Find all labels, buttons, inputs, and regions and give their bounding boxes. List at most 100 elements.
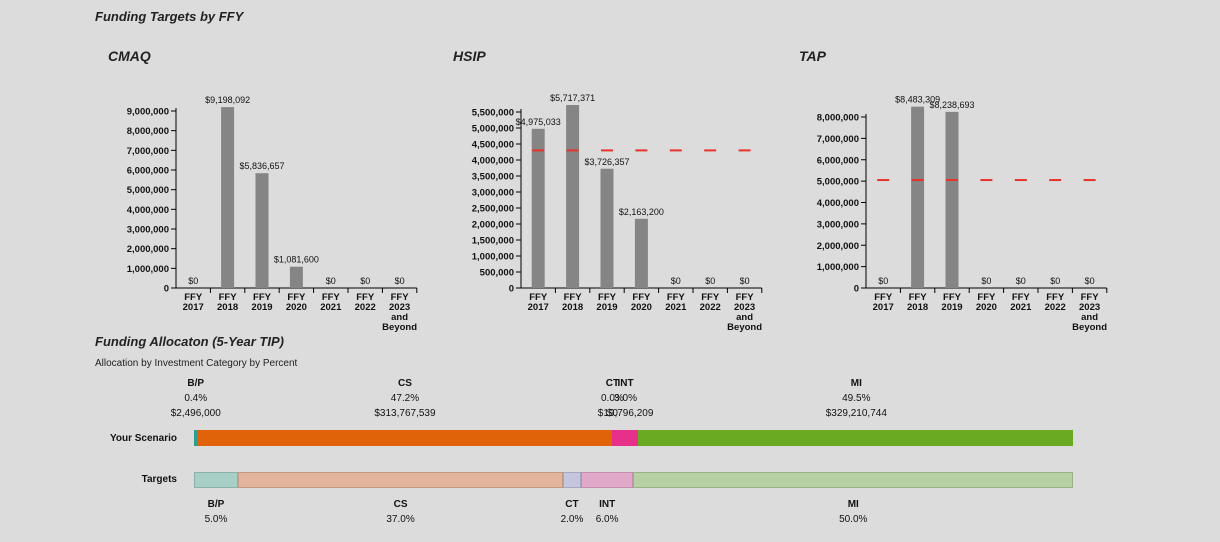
x-tick-label: FFY: [736, 292, 755, 303]
scenario-label-ct: CT 0.0% $0: [552, 376, 672, 421]
hsip-chart: 0 500,000 1,000,000 1,500,000 2,000,000 2,500…: [472, 93, 763, 333]
x-tick-label: FFY: [219, 292, 238, 303]
category-name: CS: [393, 499, 408, 510]
bar: [255, 173, 269, 288]
bar-value-label: $5,717,371: [550, 93, 595, 103]
category-percent: 6.0%: [595, 514, 619, 525]
x-tick-label: and: [1081, 312, 1098, 323]
x-tick-label: FFY: [253, 292, 272, 303]
y-tick-label: 2,000,000: [127, 244, 169, 255]
tap-chart-title: TAP: [799, 48, 826, 64]
target-label-int: INT 6.0%: [567, 497, 647, 527]
x-tick-label: 2019: [251, 302, 272, 313]
category-name: INT: [599, 499, 616, 510]
x-tick-label: 2018: [217, 302, 238, 313]
bar: [600, 168, 614, 288]
target-segment-cs: [237, 472, 564, 488]
y-tick-label: 2,000,000: [817, 241, 859, 252]
y-tick-label: 8,000,000: [817, 113, 859, 124]
category-percent: 2.0%: [560, 514, 584, 525]
bar-value-label: $8,483,309: [895, 95, 940, 105]
y-tick-label: 4,000,000: [127, 205, 169, 216]
y-tick-label: 4,000,000: [817, 198, 859, 209]
x-tick-label: Beyond: [727, 322, 762, 333]
category-percent: 50.0%: [839, 514, 868, 525]
target-segment-ct: [563, 472, 581, 488]
y-tick-label: 2,000,000: [472, 220, 514, 231]
targets-allocation-bar: [194, 472, 1073, 488]
x-tick-label: and: [736, 312, 753, 323]
x-tick-label: 2020: [631, 302, 652, 313]
y-tick-label: 4,500,000: [472, 140, 514, 151]
y-tick-label: 3,000,000: [127, 225, 169, 236]
bar: [531, 128, 545, 288]
y-tick-label: 3,500,000: [472, 172, 514, 183]
y-tick-label: 0: [509, 284, 514, 295]
target-segment-mi: [633, 472, 1073, 488]
y-tick-label: 9,000,000: [127, 107, 169, 118]
x-tick-label: 2022: [700, 302, 721, 313]
bar-value-label: $8,238,693: [929, 100, 974, 110]
y-tick-label: 6,000,000: [127, 166, 169, 177]
y-tick-label: 4,000,000: [472, 156, 514, 167]
x-tick-label: 2020: [286, 302, 307, 313]
funding-targets-heading: Funding Targets by FFY: [95, 9, 244, 24]
bar-value-label: $1,081,600: [274, 255, 319, 265]
category-name: MI: [847, 499, 859, 510]
bar-value-label: $0: [878, 276, 888, 286]
target-label-ct: CT 2.0%: [532, 497, 612, 527]
x-tick-label: 2022: [1045, 302, 1066, 313]
bar-value-label: $0: [360, 276, 370, 286]
cmaq-chart-title: CMAQ: [108, 48, 151, 64]
bar-value-label: $0: [705, 276, 715, 286]
y-tick-label: 5,000,000: [127, 185, 169, 196]
category-value: $313,767,539: [374, 408, 436, 419]
y-tick-label: 7,000,000: [127, 146, 169, 157]
x-tick-label: FFY: [1046, 292, 1065, 303]
cmaq-chart: 0 1,000,000 2,000,000 3,000,000 4,000,000 5,0…: [127, 95, 418, 333]
x-tick-label: FFY: [632, 292, 651, 303]
tap-chart: 0 1,000,000 2,000,000 3,000,000 4,000,000 5,0…: [817, 95, 1108, 333]
category-value: $2,496,000: [170, 408, 221, 419]
scenario-allocation-bar: [194, 430, 1073, 446]
bar-value-label: $0: [671, 276, 681, 286]
category-value: 0.0%: [600, 393, 624, 404]
x-tick-label: FFY: [184, 292, 203, 303]
x-tick-label: FFY: [909, 292, 928, 303]
x-tick-label: Beyond: [1072, 322, 1107, 333]
category-percent: 5.0%: [204, 514, 228, 525]
x-tick-label: FFY: [287, 292, 306, 303]
scenario-label-int: INT 3.0% $19,796,209: [566, 376, 686, 421]
y-tick-label: 8,000,000: [127, 126, 169, 137]
bar-value-label: $0: [740, 276, 750, 286]
category-name: CS: [398, 378, 412, 389]
x-tick-label: FFY: [529, 292, 548, 303]
allocation-subtitle: Allocation by Investment Category by Per…: [95, 358, 298, 369]
x-tick-label: FFY: [1081, 292, 1100, 303]
funding-allocation-heading: Funding Allocaton (5-Year TIP): [95, 334, 284, 349]
category-name: B/P: [207, 499, 225, 510]
x-tick-label: 2020: [976, 302, 997, 313]
x-tick-label: FFY: [667, 292, 686, 303]
scenario-label-cs: CS 47.2% $313,767,539: [345, 376, 465, 421]
scenario-segment-cs: [197, 430, 612, 446]
x-tick-label: 2019: [941, 302, 962, 313]
x-tick-label: 2017: [183, 302, 204, 313]
x-tick-label: 2023: [1079, 302, 1100, 313]
bar: [634, 218, 648, 288]
x-tick-label: 2017: [873, 302, 894, 313]
target-label-bp: B/P 5.0%: [176, 497, 256, 527]
y-tick-label: 1,000,000: [472, 252, 514, 263]
y-tick-label: 1,000,000: [817, 262, 859, 273]
category-value: 3.0%: [614, 393, 637, 404]
bar: [289, 266, 303, 288]
y-tick-label: 5,000,000: [472, 124, 514, 135]
bar-value-label: $3,726,357: [584, 157, 629, 167]
target-segment-bp: [194, 472, 238, 488]
y-tick-label: 1,500,000: [472, 236, 514, 247]
category-name: INT: [617, 378, 634, 389]
target-segment-int: [580, 472, 634, 488]
bar-value-label: $0: [1085, 276, 1095, 286]
scenario-label-bp: B/P 0.4% $2,496,000: [136, 376, 256, 421]
bar: [945, 111, 959, 288]
